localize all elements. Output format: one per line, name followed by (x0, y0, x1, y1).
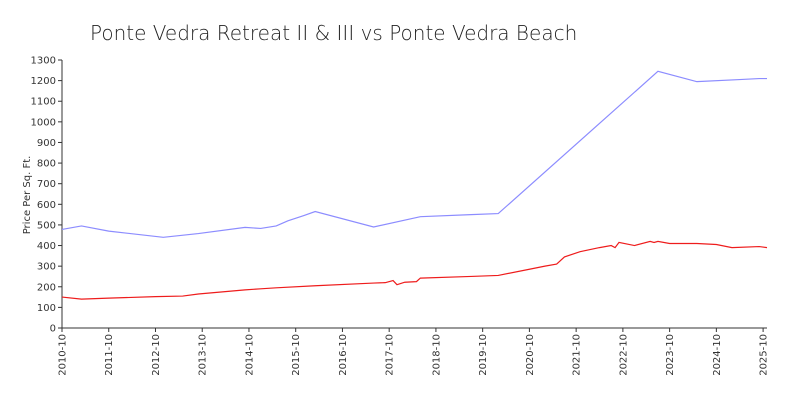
y-tick-label: 400 (37, 241, 56, 252)
x-tick-label: 2017-10 (385, 334, 396, 376)
x-tick-label: 2021-10 (572, 334, 583, 376)
series-line (61, 70, 767, 238)
x-tick-label: 2011-10 (104, 334, 115, 376)
x-tick-label: 2020-10 (525, 334, 536, 376)
chart-title: Ponte Vedra Retreat II & III vs Ponte Ve… (90, 21, 577, 45)
y-tick-label: 700 (37, 179, 56, 190)
x-tick-label: 2023-10 (665, 334, 676, 376)
x-tick-label: 2018-10 (431, 334, 442, 376)
x-tick-label: 2012-10 (151, 334, 162, 376)
y-tick-label: 600 (37, 200, 56, 211)
series-line (61, 240, 768, 300)
x-tick-label: 2022-10 (618, 334, 629, 376)
y-tick-label: 1300 (31, 56, 56, 67)
y-axis-label: Price Per Sq. Ft. (22, 156, 33, 235)
x-tick-label: 2019-10 (478, 334, 489, 376)
y-tick-label: 900 (37, 138, 56, 149)
y-tick-label: 100 (37, 303, 56, 314)
x-tick-label: 2025-10 (759, 334, 770, 376)
y-tick-label: 500 (37, 220, 56, 231)
y-tick-label: 1000 (31, 117, 56, 128)
x-tick-label: 2015-10 (291, 334, 302, 376)
x-tick-label: 2024-10 (712, 334, 723, 376)
y-tick-label: 200 (37, 282, 56, 293)
x-tick-label: 2013-10 (198, 334, 209, 376)
y-tick-label: 1100 (31, 97, 56, 108)
y-tick-label: 0 (50, 324, 56, 335)
x-tick-label: 2010-10 (58, 334, 69, 376)
y-tick-label: 800 (37, 159, 56, 170)
y-tick-label: 300 (37, 262, 56, 273)
x-tick-label: 2016-10 (338, 334, 349, 376)
x-tick-label: 2014-10 (244, 334, 255, 376)
y-tick-label: 1200 (31, 76, 56, 87)
